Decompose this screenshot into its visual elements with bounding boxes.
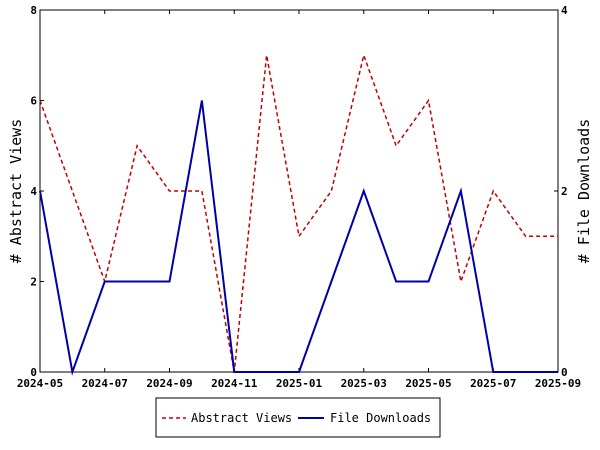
legend-label-abstract-views: Abstract Views — [191, 411, 292, 425]
x-tick-label: 2024-07 — [82, 377, 128, 390]
y-left-tick-label: 8 — [30, 4, 37, 17]
legend-label-file-downloads: File Downloads — [330, 411, 431, 425]
y-left-tick-label: 2 — [30, 276, 37, 289]
y-right-tick-label: 4 — [561, 4, 568, 17]
series-line-file-downloads — [39, 100, 558, 376]
y-left-tick-label: 4 — [30, 185, 37, 198]
plot-area — [39, 9, 559, 373]
y-axis-title-right: # File Downloads — [575, 119, 593, 264]
x-tick-label: 2025-01 — [276, 377, 323, 390]
x-tick-label: 2025-07 — [470, 377, 516, 390]
legend: Abstract Views File Downloads — [155, 397, 441, 438]
x-tick-label: 2025-05 — [405, 377, 451, 390]
x-tick-label: 2024-05 — [17, 377, 63, 390]
x-tick-label: 2025-03 — [341, 377, 387, 390]
y-right-tick-label: 2 — [561, 185, 568, 198]
y-right-tick-label: 0 — [561, 366, 568, 379]
y-left-tick-label: 6 — [30, 95, 37, 108]
y-axis-title-left: # Abstract Views — [7, 119, 25, 264]
y-left-tick-label: 0 — [30, 366, 37, 379]
x-tick-label: 2024-09 — [146, 377, 192, 390]
x-tick-label: 2025-09 — [535, 377, 581, 390]
x-tick-label: 2024-11 — [211, 377, 258, 390]
